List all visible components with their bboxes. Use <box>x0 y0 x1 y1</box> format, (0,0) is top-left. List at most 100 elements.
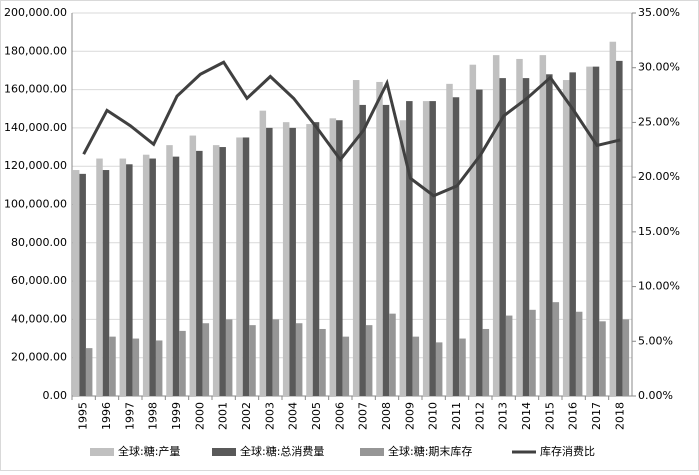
legend-swatch <box>360 448 384 456</box>
x-tick-label: 2015 <box>543 402 556 430</box>
bar <box>336 120 343 397</box>
bar <box>189 135 197 396</box>
x-tick-label: 2014 <box>520 402 533 430</box>
bar <box>492 55 500 396</box>
bar <box>149 158 156 396</box>
bar <box>132 338 140 396</box>
bar <box>306 124 313 396</box>
bar <box>179 330 186 396</box>
bar <box>539 55 547 396</box>
bar <box>119 158 127 396</box>
bar <box>282 122 290 396</box>
bar <box>85 348 93 396</box>
x-tick-label: 2013 <box>497 402 510 430</box>
bar <box>569 72 576 397</box>
bar <box>452 97 460 396</box>
bar <box>126 164 133 396</box>
x-tick-label: 2008 <box>380 402 393 430</box>
legend-label: 全球:糖:总消费量 <box>240 444 324 458</box>
x-tick-label: 2016 <box>567 402 580 430</box>
bar <box>342 336 350 396</box>
bar <box>295 323 303 396</box>
x-tick-label: 2005 <box>310 402 323 430</box>
y-tick-label: 80,000.00 <box>11 236 67 249</box>
bar <box>412 336 420 396</box>
y-tick-label: 140,000.00 <box>4 121 67 134</box>
y-tick-label: 60,000.00 <box>11 274 67 287</box>
bar <box>109 336 116 396</box>
bar <box>406 101 413 396</box>
legend-swatch <box>212 448 236 456</box>
bar <box>399 120 407 397</box>
x-tick-label: 1995 <box>77 402 90 430</box>
bar <box>382 104 390 397</box>
bar <box>202 323 210 396</box>
y-tick-label: 40,000.00 <box>11 312 67 325</box>
y-tick-label: 180,000.00 <box>4 44 67 57</box>
bar <box>102 170 110 396</box>
bar <box>505 315 513 396</box>
bar <box>429 101 436 396</box>
bar <box>312 122 320 396</box>
y2-tick-label: 35.00% <box>638 6 680 19</box>
y2-tick-label: 0.00% <box>638 389 673 402</box>
line-series <box>82 60 621 198</box>
legend-swatch <box>90 448 114 456</box>
x-tick-label: 2018 <box>613 402 626 430</box>
bar <box>469 64 477 396</box>
y-tick-label: 160,000.00 <box>4 83 67 96</box>
y-tick-label: 20,000.00 <box>11 351 67 364</box>
y2-tick-label: 30.00% <box>638 61 680 74</box>
bar <box>219 147 226 396</box>
legend-label: 库存消费比 <box>540 444 595 458</box>
bar <box>266 127 273 397</box>
bar <box>586 66 593 397</box>
legend-label: 全球:糖:产量 <box>118 444 180 458</box>
bar <box>359 104 366 397</box>
bar <box>289 127 296 397</box>
bar <box>72 170 80 396</box>
y-tick-label: 120,000.00 <box>4 159 67 172</box>
y-tick-label: 100,000.00 <box>4 198 67 211</box>
y2-tick-label: 20.00% <box>638 170 680 183</box>
x-tick-label: 2017 <box>590 402 603 430</box>
x-tick-label: 2011 <box>450 402 463 430</box>
bar <box>96 158 103 396</box>
x-tick-label: 2009 <box>403 402 416 430</box>
bar <box>242 137 250 396</box>
x-tick-label: 1996 <box>100 402 113 430</box>
bar <box>319 328 326 396</box>
x-tick-label: 1998 <box>147 402 160 430</box>
bar <box>562 80 570 397</box>
x-tick-label: 2003 <box>263 402 276 430</box>
bar <box>365 325 373 396</box>
bar <box>376 81 383 396</box>
bar <box>212 145 220 396</box>
bar <box>249 325 256 396</box>
y2-tick-label: 5.00% <box>638 334 673 347</box>
bar <box>259 110 267 396</box>
x-tick-label: 2004 <box>287 402 300 430</box>
y2-tick-label: 15.00% <box>638 225 680 238</box>
x-tick-label: 1997 <box>123 402 136 430</box>
bar <box>476 89 483 396</box>
y-tick-label: 200,000.00 <box>4 6 67 19</box>
bar <box>599 321 606 396</box>
legend-label: 全球:糖:期末库存 <box>388 444 472 458</box>
bar <box>435 342 443 396</box>
bar <box>79 173 86 396</box>
x-tick-label: 1999 <box>170 402 183 430</box>
x-tick-label: 2010 <box>427 402 440 430</box>
x-tick-label: 2000 <box>193 402 206 430</box>
bar <box>459 338 466 396</box>
bar <box>352 80 360 397</box>
bar <box>616 60 623 396</box>
x-tick-label: 2001 <box>217 402 230 430</box>
bar <box>529 309 536 396</box>
bar <box>575 311 583 396</box>
x-tick-label: 2002 <box>240 402 253 430</box>
bar <box>272 319 280 396</box>
bar <box>225 319 233 396</box>
x-tick-label: 2007 <box>357 402 370 430</box>
